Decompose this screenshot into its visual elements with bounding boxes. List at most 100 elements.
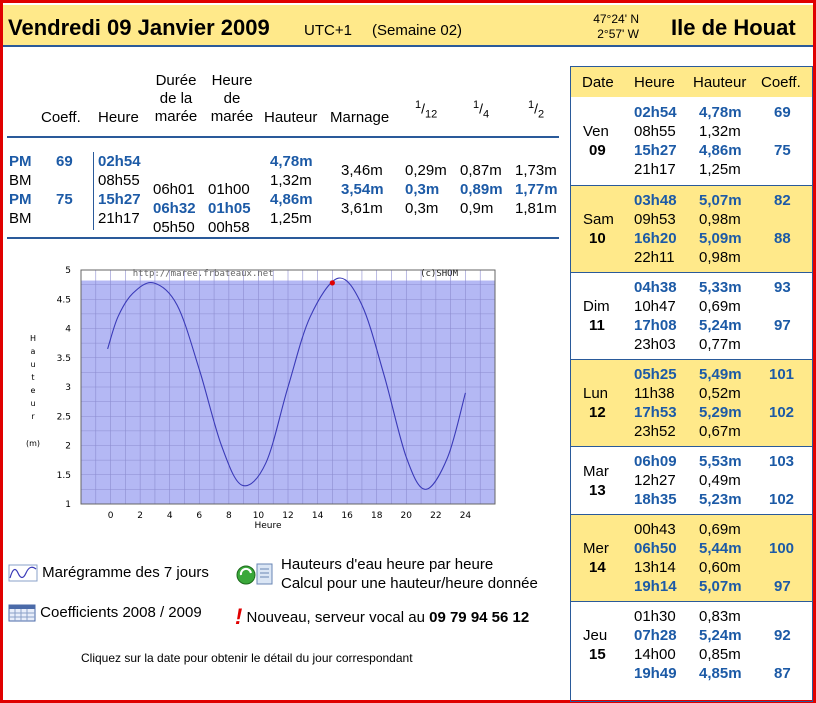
panel-tide-time: 00h43 bbox=[634, 521, 676, 538]
x-tick-label: 22 bbox=[430, 511, 441, 521]
panel-tide-time: 18h35 bbox=[634, 491, 677, 508]
maregramme-link[interactable]: Marégramme des 7 jours bbox=[8, 564, 209, 582]
panel-tide-height: 5,07m bbox=[699, 578, 742, 595]
panel-day-name[interactable]: Ven bbox=[583, 123, 609, 140]
panel-day-mar[interactable]: Mar 13 06h09 5,53m 103 12h27 0,49m 18h35 5,23m 10… bbox=[571, 446, 812, 514]
panel-tide-height: 5,09m bbox=[699, 230, 742, 247]
panel-day-name[interactable]: Sam bbox=[583, 211, 614, 228]
marnage-value: 3,46m bbox=[341, 162, 383, 179]
panel-day-name[interactable]: Jeu bbox=[583, 627, 608, 644]
watermark-url: http://maree.frbateaux.net bbox=[133, 269, 274, 279]
panel-day-number[interactable]: 15 bbox=[589, 646, 606, 663]
timezone: UTC+1 bbox=[304, 22, 352, 39]
tide-type: BM bbox=[9, 172, 32, 189]
panel-tide-coeff: 102 bbox=[769, 404, 795, 421]
y-axis-unit: (m) bbox=[26, 439, 40, 448]
refresh-doc-icon[interactable] bbox=[235, 561, 275, 592]
tide-time: 08h55 bbox=[98, 172, 140, 189]
coefficients-label[interactable]: Coefficients 2008 / 2009 bbox=[40, 604, 202, 621]
coordinates: 47°24' N 2°57' W bbox=[563, 12, 639, 42]
twelfth-value: 0,3m bbox=[405, 181, 440, 198]
x-tick-label: 2 bbox=[137, 511, 143, 521]
tide-coeff: 69 bbox=[56, 153, 73, 170]
tide-coeff: 75 bbox=[56, 191, 73, 208]
tide-height: 1,25m bbox=[270, 210, 312, 227]
panel-day-number[interactable]: 14 bbox=[589, 559, 606, 576]
panel-day-sam[interactable]: Sam 10 03h48 5,07m 82 09h53 0,98m 16h20 5,09m 88 2… bbox=[571, 185, 812, 272]
x-tick-label: 10 bbox=[253, 511, 265, 521]
panel-tide-time: 03h48 bbox=[634, 192, 677, 209]
hauteurs-links: Hauteurs d'eau heure par heure Calcul po… bbox=[281, 555, 538, 593]
panel-day-number[interactable]: 13 bbox=[589, 481, 606, 499]
tide-type: BM bbox=[9, 210, 32, 227]
panel-tide-coeff: 101 bbox=[769, 366, 795, 383]
panel-tide-time: 10h47 bbox=[634, 298, 676, 315]
panel-tide-time: 08h55 bbox=[634, 123, 676, 140]
panel-day-dim[interactable]: Dim 11 04h38 5,33m 93 10h47 0,69m 17h08 5,24m 97 2… bbox=[571, 272, 812, 359]
tide-height: 1,32m bbox=[270, 172, 312, 189]
panel-day-number[interactable]: 12 bbox=[589, 404, 606, 421]
panel-tide-time: 23h52 bbox=[634, 423, 676, 440]
y-tick-label: 3 bbox=[65, 383, 71, 393]
twelfth-value: 0,29m bbox=[405, 162, 447, 179]
current-time-marker bbox=[329, 280, 335, 286]
exclamation-icon: ! bbox=[235, 604, 243, 629]
panel-tide-height: 0,85m bbox=[699, 646, 741, 663]
panel-day-name[interactable]: Lun bbox=[583, 385, 609, 402]
panel-tide-time: 06h09 bbox=[634, 453, 677, 470]
watermark-copyright: (c)SHOM bbox=[420, 269, 459, 279]
half-value: 1,77m bbox=[515, 181, 558, 198]
panel-tide-time: 16h20 bbox=[634, 230, 677, 247]
panel-day-number[interactable]: 10 bbox=[589, 230, 606, 247]
calcul-link[interactable]: Calcul pour une hauteur/heure donnée bbox=[281, 575, 538, 592]
x-tick-label: 24 bbox=[460, 511, 472, 521]
panel-tide-coeff: 103 bbox=[769, 453, 795, 470]
y-tick-label: 5 bbox=[65, 266, 71, 276]
twelfth-value: 0,3m bbox=[405, 200, 439, 217]
col-header-heure-maree: Heure de marée bbox=[210, 72, 254, 125]
panel-tide-coeff: 97 bbox=[774, 578, 791, 595]
y-axis-title-letter: e bbox=[31, 386, 36, 395]
table-top-divider bbox=[7, 136, 559, 138]
panel-tide-height: 5,24m bbox=[699, 317, 742, 334]
col-header-coeff: Coeff. bbox=[41, 109, 81, 126]
panel-tide-coeff: 88 bbox=[774, 230, 791, 247]
y-tick-label: 1 bbox=[65, 500, 71, 510]
panel-header-heure: Heure bbox=[634, 74, 675, 91]
panel-tide-time: 09h53 bbox=[634, 211, 676, 228]
panel-tide-coeff: 100 bbox=[769, 540, 795, 557]
panel-day-name[interactable]: Dim bbox=[583, 298, 610, 315]
tide-height: 4,86m bbox=[270, 191, 313, 208]
tide-time: 21h17 bbox=[98, 210, 140, 227]
x-tick-label: 8 bbox=[226, 511, 232, 521]
panel-day-name[interactable]: Mer bbox=[583, 540, 609, 557]
quarter-value: 0,87m bbox=[460, 162, 502, 179]
x-tick-label: 12 bbox=[282, 511, 293, 521]
title-bar: Vendredi 09 Janvier 2009 UTC+1 (Semaine … bbox=[3, 5, 813, 47]
panel-tide-coeff: 87 bbox=[774, 665, 791, 682]
panel-day-name[interactable]: Mar bbox=[583, 462, 609, 480]
panel-tide-time: 19h14 bbox=[634, 578, 677, 595]
tide-time: 15h27 bbox=[98, 191, 141, 208]
page-title: Vendredi 09 Janvier 2009 bbox=[8, 15, 270, 40]
panel-day-mer[interactable]: Mer 14 00h43 0,69m 06h50 5,44m 100 13h14 0,60m 19… bbox=[571, 514, 812, 601]
panel-tide-time: 19h49 bbox=[634, 665, 677, 682]
nouveau-notice: ! Nouveau, serveur vocal au 09 79 94 56 … bbox=[235, 604, 529, 630]
x-tick-label: 18 bbox=[371, 511, 383, 521]
col-header-half: 1/2 bbox=[528, 99, 545, 121]
panel-day-number[interactable]: 11 bbox=[589, 317, 605, 334]
maregramme-label[interactable]: Marégramme des 7 jours bbox=[42, 564, 209, 581]
panel-tide-time: 11h38 bbox=[634, 385, 675, 402]
nouveau-text: Nouveau, serveur vocal au bbox=[246, 609, 430, 626]
panel-day-lun[interactable]: Lun 12 05h25 5,49m 101 11h38 0,52m 17h53 5,29m 10… bbox=[571, 359, 812, 446]
plot-frame bbox=[80, 269, 496, 505]
panel-day-number[interactable]: 09 bbox=[589, 142, 606, 159]
hauteurs-heure-link[interactable]: Hauteurs d'eau heure par heure bbox=[281, 556, 494, 573]
coefficients-link[interactable]: Coefficients 2008 / 2009 bbox=[8, 604, 202, 622]
panel-tide-coeff: 69 bbox=[774, 104, 791, 121]
panel-day-ven[interactable]: Ven 09 02h54 4,78m 69 08h55 1,32m 15h27 4,86m 75 2… bbox=[571, 98, 812, 184]
weekly-tides-panel: Date Heure Hauteur Coeff. Ven 09 02h54 4,78… bbox=[570, 66, 813, 702]
panel-day-jeu[interactable]: Jeu 15 01h30 0,83m 07h28 5,24m 92 14h00 0,85m 19h… bbox=[571, 601, 812, 688]
x-tick-label: 0 bbox=[108, 511, 114, 521]
calculator-icon bbox=[236, 563, 273, 585]
